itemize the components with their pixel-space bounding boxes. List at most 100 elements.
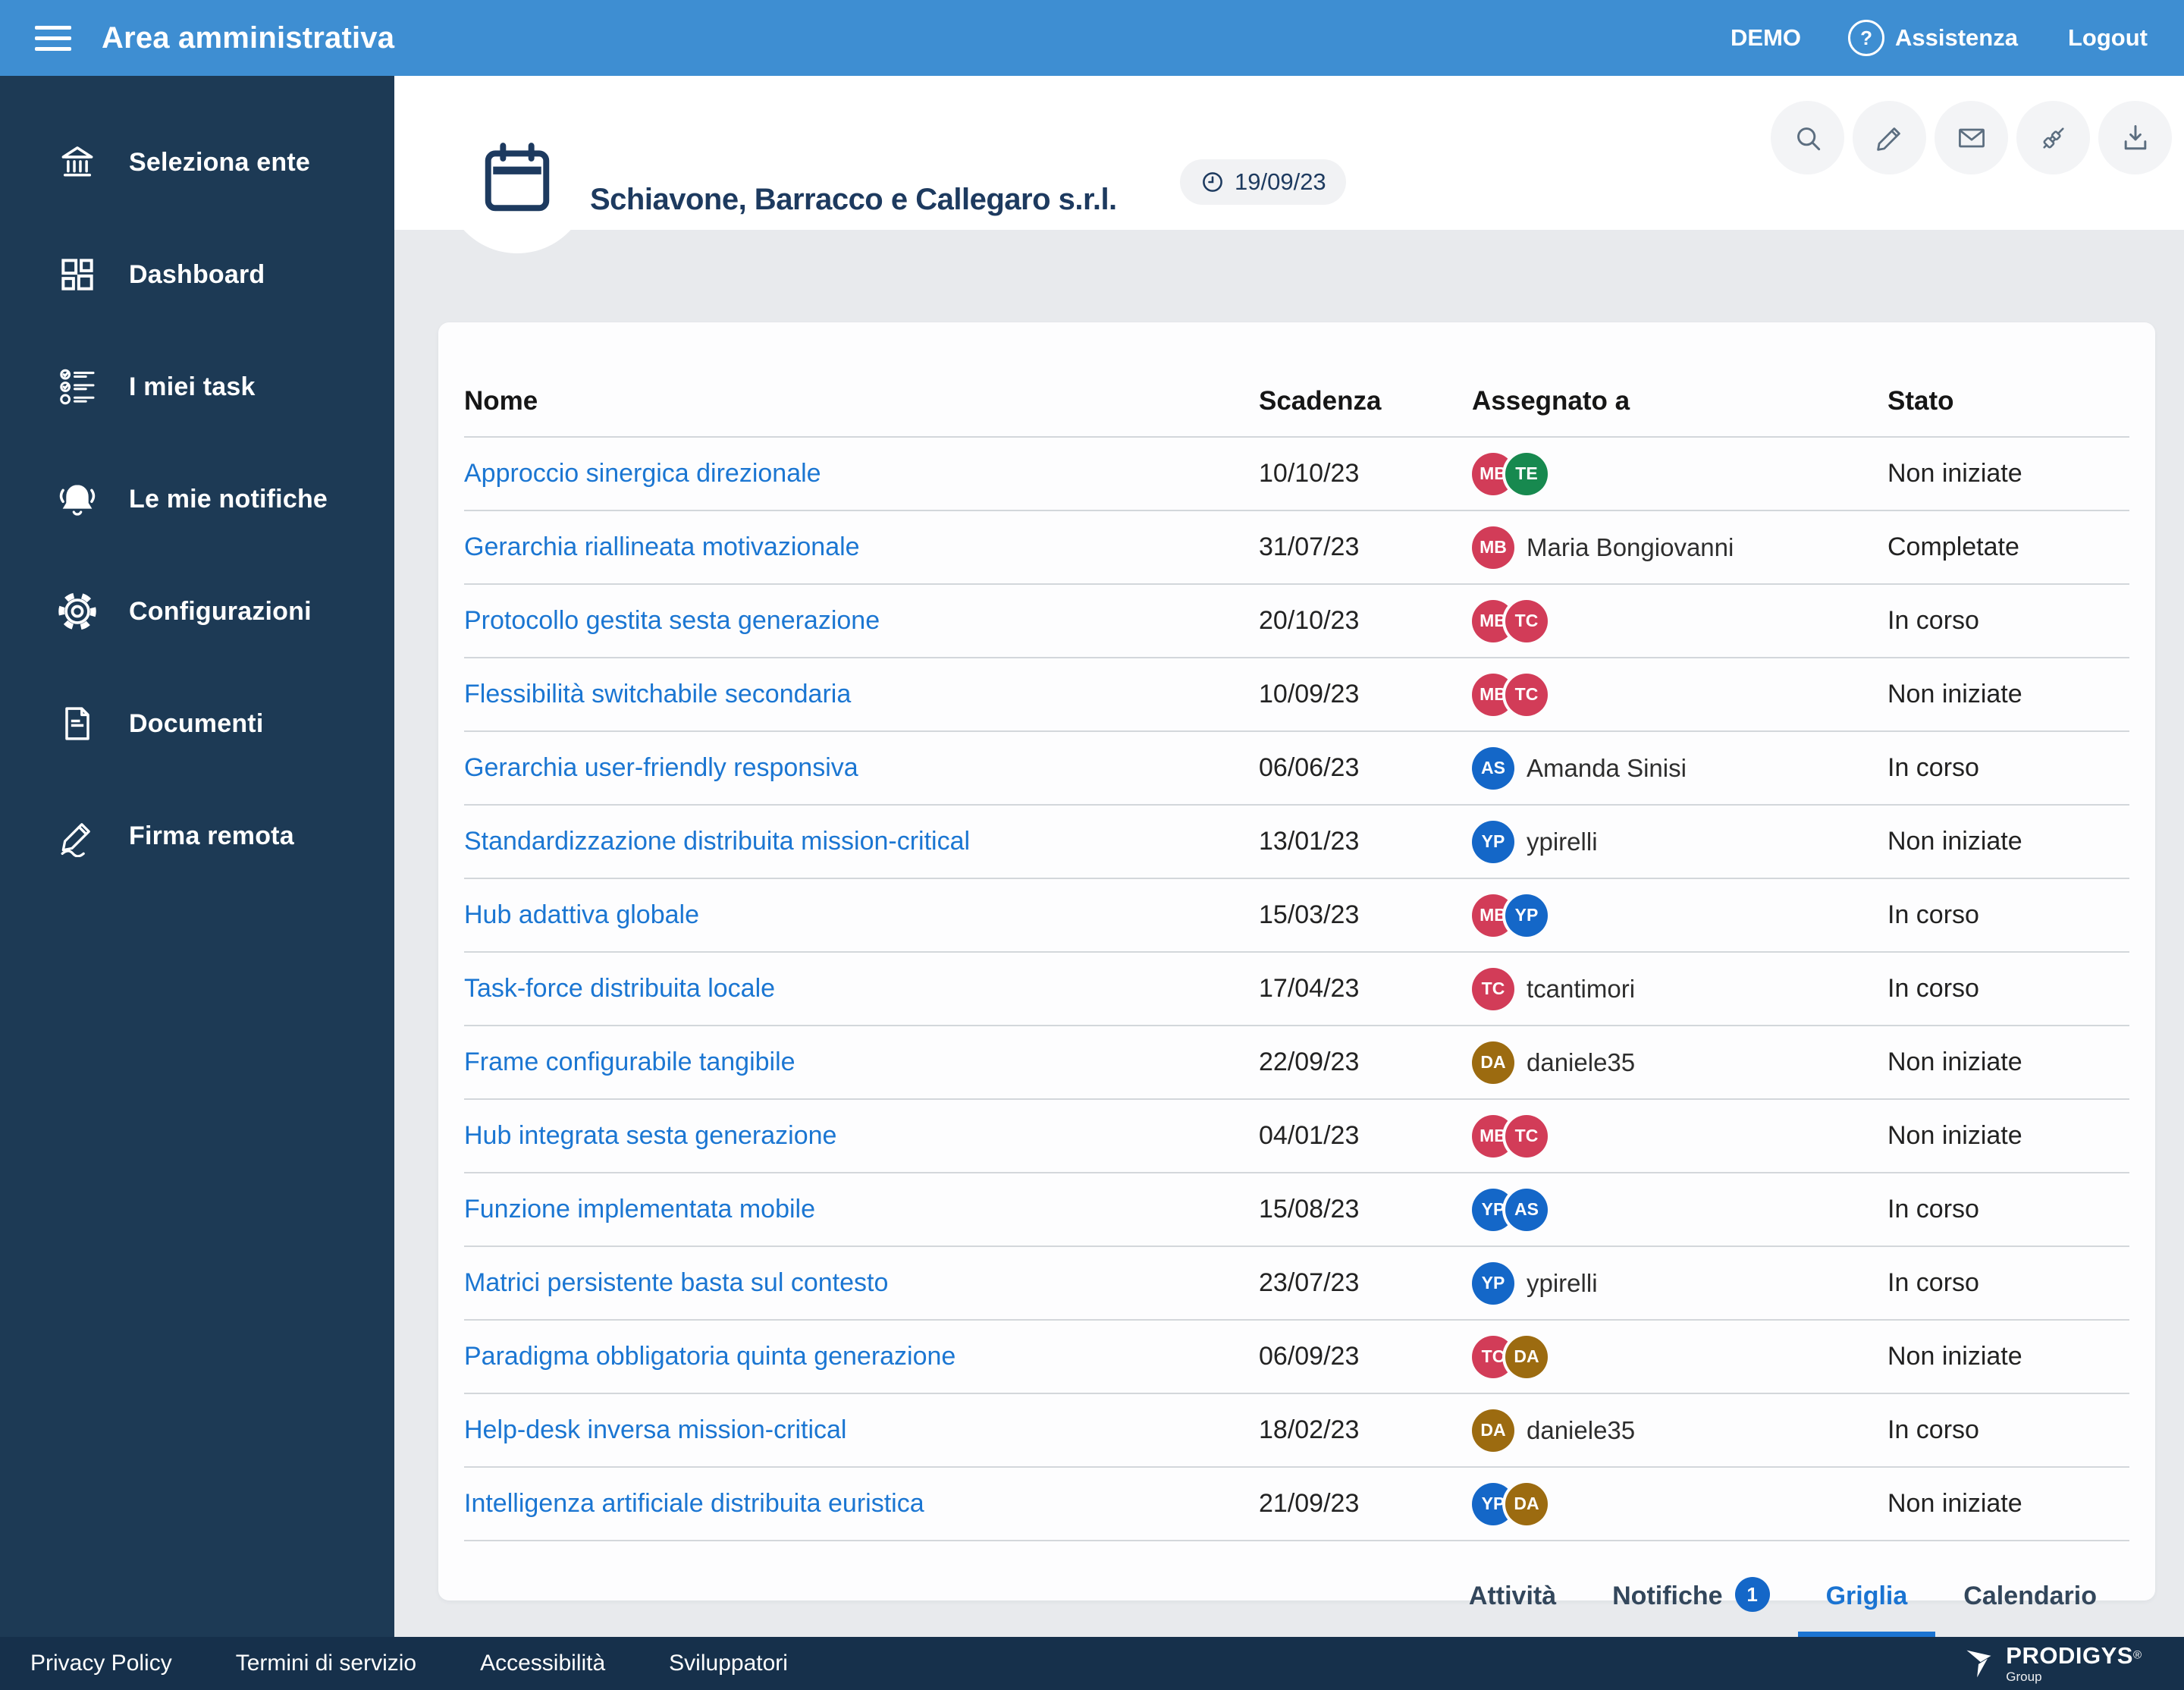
due-date: 06/09/23 (1259, 1342, 1472, 1371)
tab-calendario[interactable]: Calendario (1935, 1578, 2125, 1637)
table-row: Frame configurabile tangibile22/09/23DAd… (464, 1026, 2129, 1100)
avatar-group: MBTC (1472, 1115, 1548, 1158)
task-link[interactable]: Approccio sinergica direzionale (464, 459, 821, 488)
task-link[interactable]: Matrici persistente basta sul contesto (464, 1268, 888, 1297)
due-date: 18/02/23 (1259, 1415, 1472, 1445)
entity-avatar (444, 108, 590, 253)
assistenza-link[interactable]: Assistenza (1895, 24, 2018, 52)
tab-label: Notifiche (1612, 1582, 1722, 1611)
topbar-right-group: DEMO ? Assistenza Logout (1731, 20, 2184, 56)
table-row: Matrici persistente basta sul contesto 23… (464, 1247, 2129, 1321)
clock-icon (1200, 169, 1225, 195)
brand-name: PRODIGYS (2006, 1642, 2133, 1669)
table-body: Approccio sinergica direzionale10/10/23M… (464, 436, 2129, 1541)
task-link[interactable]: Funzione implementata mobile (464, 1195, 815, 1224)
status-text: Non iniziate (1887, 1489, 2129, 1519)
due-date: 06/06/23 (1259, 753, 1472, 783)
search-icon (1791, 121, 1825, 155)
task-link[interactable]: Flessibilità switchabile secondaria (464, 680, 851, 708)
footer-link-accessibilita[interactable]: Accessibilità (480, 1651, 605, 1676)
avatar: YP (1472, 821, 1514, 863)
logout-button[interactable]: Logout (2068, 24, 2148, 52)
sidebar-item-le-mie-notifiche[interactable]: Le mie notifiche (0, 443, 394, 555)
avatar-group: MBTE (1472, 453, 1548, 495)
due-date: 15/03/23 (1259, 900, 1472, 930)
avatar: TE (1505, 453, 1548, 495)
footer-link-privacy-policy[interactable]: Privacy Policy (30, 1651, 172, 1676)
sidebar-item-i-miei-task[interactable]: I miei task (0, 331, 394, 443)
table-row: Funzione implementata mobile15/08/23YPAS… (464, 1173, 2129, 1247)
due-date: 04/01/23 (1259, 1121, 1472, 1151)
avatar: YP (1505, 894, 1548, 937)
avatar: AS (1472, 747, 1514, 790)
plug-icon (2037, 121, 2070, 155)
pen-icon (56, 815, 99, 857)
tab-griglia[interactable]: Griglia (1798, 1578, 1936, 1637)
sidebar-item-seleziona-ente[interactable]: Seleziona ente (0, 106, 394, 218)
table-row: Hub adattiva globale15/03/23MBYPIn corso (464, 879, 2129, 953)
sidebar-item-label: Firma remota (129, 821, 294, 851)
table-row: Intelligenza artificiale distribuita eur… (464, 1468, 2129, 1541)
search-button[interactable] (1771, 101, 1844, 174)
sidebar: Seleziona ente Dashboard I miei task Le mie… (0, 76, 394, 1637)
plug-button[interactable] (2016, 101, 2090, 174)
task-link[interactable]: Gerarchia user-friendly responsiva (464, 753, 858, 782)
sidebar-item-firma-remota[interactable]: Firma remota (0, 780, 394, 892)
help-icon: ? (1848, 20, 1884, 56)
sidebar-item-label: Configurazioni (129, 597, 312, 627)
bank-icon (56, 141, 99, 184)
status-text: In corso (1887, 1195, 2129, 1224)
sidebar-item-label: Documenti (129, 709, 263, 739)
brand-block: PRODIGYS® Group (1962, 1644, 2142, 1683)
avatar-group: AS (1472, 747, 1514, 790)
task-link[interactable]: Standardizzazione distribuita mission-cr… (464, 827, 970, 856)
sidebar-item-documenti[interactable]: Documenti (0, 668, 394, 780)
due-date: 21/09/23 (1259, 1489, 1472, 1519)
assignee-name: tcantimori (1527, 975, 1635, 1004)
status-text: In corso (1887, 606, 2129, 636)
footer-link-termini-di-servizio[interactable]: Termini di servizio (236, 1651, 416, 1676)
avatar: TC (1472, 968, 1514, 1010)
avatar-group: DA (1472, 1041, 1514, 1084)
sidebar-item-label: Dashboard (129, 260, 265, 290)
tab-label: Griglia (1826, 1582, 1908, 1611)
tab-notifiche[interactable]: Notifiche1 (1584, 1578, 1797, 1637)
task-link[interactable]: Gerarchia riallineata motivazionale (464, 532, 860, 561)
footer-link-sviluppatori[interactable]: Sviluppatori (669, 1651, 788, 1676)
table-row: Gerarchia riallineata motivazionale31/07… (464, 511, 2129, 585)
status-text: Non iniziate (1887, 1342, 2129, 1371)
task-link[interactable]: Protocollo gestita sesta generazione (464, 606, 880, 635)
task-link[interactable]: Hub adattiva globale (464, 900, 699, 929)
task-link[interactable]: Frame configurabile tangibile (464, 1048, 795, 1076)
task-link[interactable]: Help-desk inversa mission-critical (464, 1415, 846, 1444)
footer-links: Privacy Policy Termini di servizio Accessi… (30, 1651, 788, 1676)
brand-text: PRODIGYS® Group (2006, 1644, 2142, 1683)
table-row: Task-force distribuita locale 17/04/23TC t… (464, 953, 2129, 1026)
date-badge: 19/09/23 (1180, 159, 1346, 205)
prodigys-logo-icon (1962, 1644, 1995, 1682)
sidebar-item-dashboard[interactable]: Dashboard (0, 218, 394, 331)
sidebar-item-configurazioni[interactable]: Configurazioni (0, 555, 394, 668)
footer: Privacy Policy Termini di servizio Accessi… (0, 1637, 2184, 1690)
avatar-group: YP (1472, 821, 1514, 863)
due-date: 10/09/23 (1259, 680, 1472, 709)
due-date: 17/04/23 (1259, 974, 1472, 1004)
task-link[interactable]: Hub integrata sesta generazione (464, 1121, 836, 1150)
hamburger-menu-icon[interactable] (35, 26, 71, 51)
table-row: Standardizzazione distribuita mission-cr… (464, 806, 2129, 879)
mail-button[interactable] (1935, 101, 2008, 174)
due-date: 23/07/23 (1259, 1268, 1472, 1298)
tab-attivita[interactable]: Attività (1441, 1578, 1584, 1637)
sidebar-item-label: I miei task (129, 372, 256, 402)
due-date: 20/10/23 (1259, 606, 1472, 636)
task-link[interactable]: Intelligenza artificiale distribuita eur… (464, 1489, 924, 1518)
task-link[interactable]: Paradigma obbligatoria quinta generazion… (464, 1342, 956, 1371)
table-row: Approccio sinergica direzionale10/10/23M… (464, 438, 2129, 511)
download-button[interactable] (2098, 101, 2172, 174)
status-text: Non iniziate (1887, 680, 2129, 709)
tab-bar: AttivitàNotifiche1 Griglia Calendario (1441, 1578, 2125, 1637)
pencil-button[interactable] (1853, 101, 1926, 174)
avatar: DA (1505, 1483, 1548, 1525)
pencil-icon (1873, 121, 1906, 155)
task-link[interactable]: Task-force distribuita locale (464, 974, 775, 1003)
